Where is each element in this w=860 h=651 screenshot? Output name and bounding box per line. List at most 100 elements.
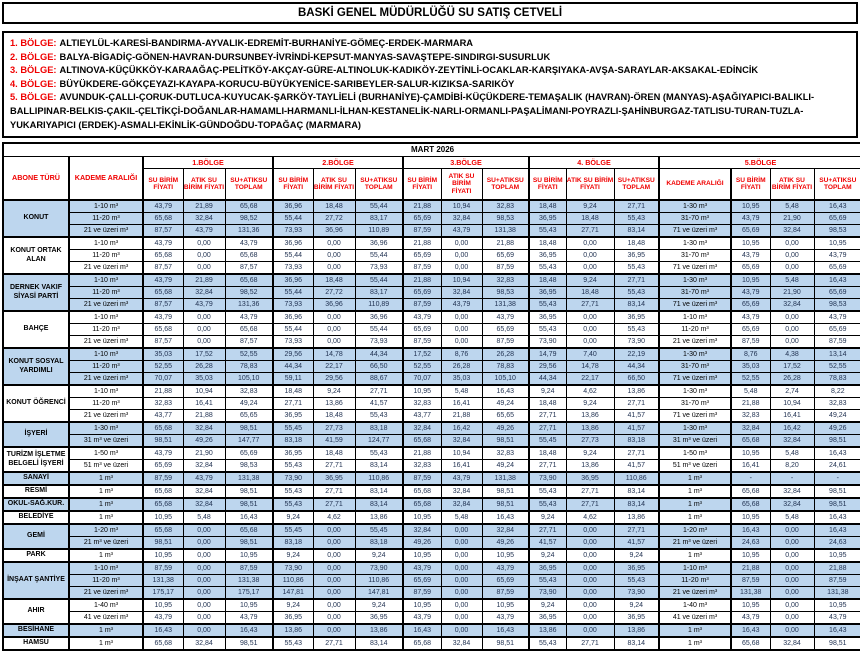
price-cell: 52,55 [142,360,184,374]
price-cell: 65,68 [142,212,184,226]
kademe-araligi-cell: 1-30 m³ [658,199,732,214]
price-cell: 10,95 [730,273,771,288]
price-cell: 73,90 [272,471,314,486]
price-cell: 13,86 [354,623,404,638]
kademe-araligi-cell: 51 m³ ve üzeri [658,459,732,473]
price-cell: 27,71 [613,523,660,538]
price-cell: 10,95 [142,510,184,525]
price-cell: 18,48 [565,286,615,300]
price-cell: 0,00 [565,598,615,613]
price-cell: 55,44 [272,323,314,337]
kademe-araligi-cell: 1 m³ [658,510,732,525]
price-cell: 9,24 [565,446,615,461]
abone-turu-cell: TURİZM İŞLETME BELGELİ İŞYERİ [2,446,70,473]
price-cell: 0,00 [312,523,356,538]
price-cell: 36,95 [312,471,356,486]
kademe-araligi-cell: 21 ve üzeri m³ [68,372,144,386]
price-cell: 98,51 [813,434,860,448]
price-cell: 27,71 [354,384,404,399]
price-cell: 7,40 [565,347,615,362]
kademe-araligi-cell: 71 ve üzeri m³ [658,372,732,386]
price-cell: 43,77 [142,409,184,423]
price-cell: 131,38 [142,574,184,588]
price-cell: 36,95 [528,611,567,625]
price-cell: 10,94 [440,199,483,214]
price-cell: 0,00 [182,611,226,625]
price-cell: 13,86 [312,397,356,411]
kademe-araligi-cell: 21 ve üzeri m³ [68,261,144,275]
price-cell: 43,79 [182,298,226,312]
price-cell: 36,95 [613,561,660,576]
kademe-araligi-cell: 1-20 m³ [68,523,144,538]
kademe-araligi-cell: 31-70 m³ [658,360,732,374]
price-cell: 32,84 [440,434,483,448]
price-cell: 43,77 [402,409,442,423]
table-row: BESİHANE 1 m³ 16,43 0,00 16,43 13,86 0,00 13,86… [2,623,860,638]
price-cell: 0,00 [565,548,615,563]
price-cell: 78,83 [481,360,530,374]
price-cell: 44,34 [613,360,660,374]
price-cell: 5,48 [182,510,226,525]
price-cell: 0,00 [182,323,226,337]
price-cell: 110,86 [613,471,660,486]
price-cell: 41,57 [613,536,660,550]
price-cell: 21,88 [142,384,184,399]
su-birim-header: SU BİRİM FİYATI [272,168,314,202]
table-row: 21 ve üzeri m³ 87,57 43,79 131,36 73,93 36,96… [3,224,860,238]
region-label: 5. BÖLGE: [10,92,57,103]
price-cell: 49,26 [481,536,530,550]
price-cell: 0,00 [440,586,483,600]
price-cell: 98,51 [481,497,530,512]
table-row: 11-20 m³ 65,68 0,00 65,68 55,44 0,00 55,44 65,6… [3,249,860,263]
price-cell: 16,42 [440,421,483,436]
price-cell: 18,48 [528,446,567,461]
price-cell: 87,57 [142,261,184,275]
price-cell: 0,00 [769,323,815,337]
price-cell: 43,79 [182,471,226,486]
price-cell: 105,10 [224,372,274,386]
kademe-araligi-cell: 21 ve üzeri m³ [68,586,144,600]
price-cell: 65,68 [402,497,442,512]
price-cell: 175,17 [224,586,274,600]
atik-su-header: ATIK SU BİRİM FİYATI [182,168,226,202]
price-cell: 83,14 [354,636,404,651]
price-cell: 0,00 [440,561,483,576]
price-cell: 87,57 [142,224,184,238]
price-cell: 49,26 [182,434,226,448]
price-cell: 83,14 [354,459,404,473]
table-row: 51 m³ ve üzeri 65,69 32,84 98,53 55,43 27,71 8… [3,459,860,473]
price-cell: 36,96 [312,224,356,238]
kademe-araligi-cell: 1-30 m³ [658,347,732,362]
kademe-araligi-cell: 11-20 m³ [68,360,144,374]
price-cell: 52,55 [402,360,442,374]
price-cell: 65,68 [224,249,274,263]
price-cell: 110,89 [354,224,404,238]
table-row: 21 ve üzeri m³ 175,17 0,00 175,17 147,81 0,00… [3,586,860,600]
price-cell: 131,38 [224,574,274,588]
price-cell: 21,90 [769,286,815,300]
price-cell: 10,95 [730,548,771,563]
price-cell: 0,00 [769,598,815,613]
abone-turu-header: ABONE TÜRÜ [2,156,70,201]
price-cell: 10,95 [730,510,771,525]
price-cell: 32,84 [182,484,226,499]
price-cell: 55,43 [528,261,567,275]
price-cell: 65,69 [481,574,530,588]
price-cell: 10,95 [813,548,860,563]
kademe-araligi-cell: 71 ve üzeri m³ [658,224,732,238]
kademe-araligi-cell: 21 ve üzeri m³ [68,224,144,238]
price-cell: 17,52 [769,360,815,374]
price-cell: 27,71 [613,199,660,214]
price-cell: 43,79 [142,446,184,461]
price-cell: 43,79 [142,310,184,325]
price-cell: 65,68 [142,484,184,499]
table-row: AHIR 1-40 m³ 10,95 0,00 10,95 9,24 0,00 9,24 10,… [2,598,860,625]
abone-turu-cell: BAHÇE [2,310,70,349]
price-cell: 27,71 [565,484,615,499]
price-cell: 124,77 [354,434,404,448]
price-cell: 0,00 [440,623,483,638]
su-birim-header: SU BİRİM FİYATI [402,168,442,202]
price-cell: 10,95 [730,446,771,461]
price-cell: 65,68 [224,199,274,214]
